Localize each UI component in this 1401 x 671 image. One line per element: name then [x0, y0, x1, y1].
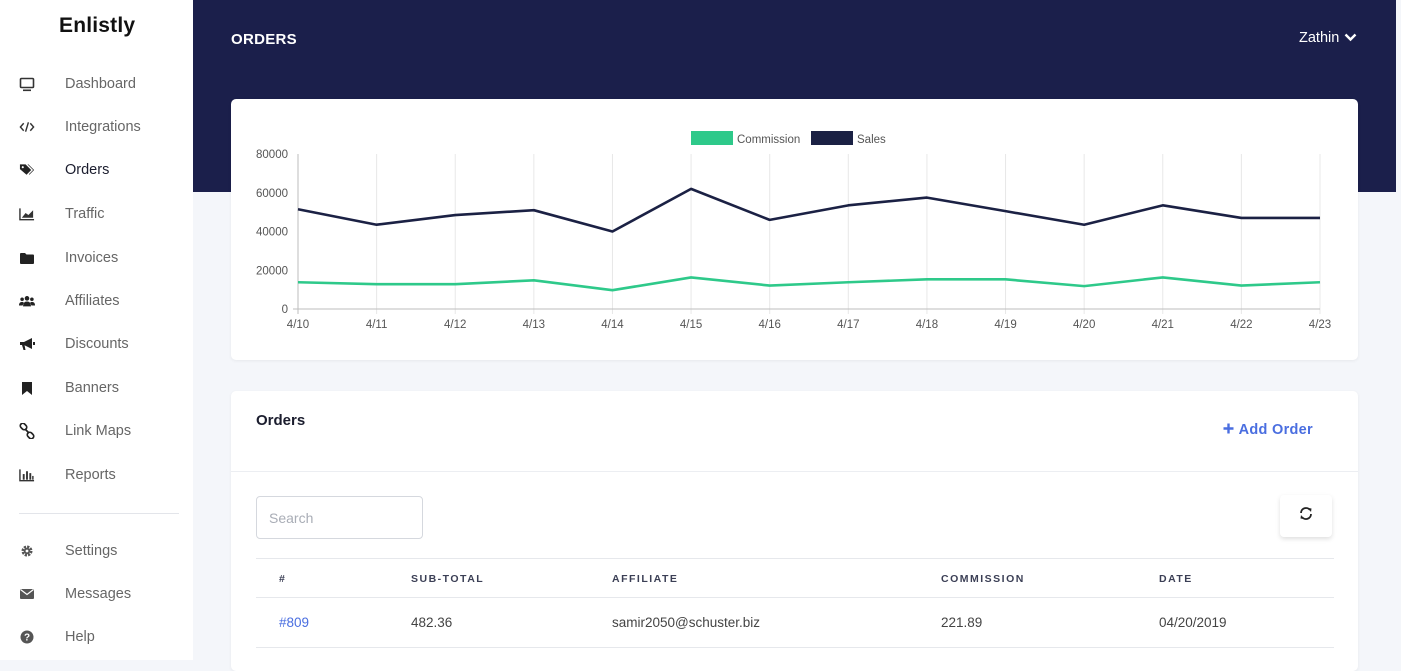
table-row[interactable]: #809 482.36 samir2050@schuster.biz 221.8…: [256, 598, 1334, 648]
card-divider: [231, 471, 1358, 472]
chart-x-tick-label: 4/22: [1230, 319, 1252, 331]
sidebar-item-label: Affiliates: [65, 293, 120, 309]
help-circle-icon: ?: [19, 629, 35, 645]
column-header-subtotal[interactable]: SUB-TOTAL: [411, 573, 485, 585]
svg-text:?: ?: [24, 633, 30, 644]
chart-y-tick-label: 20000: [256, 265, 288, 277]
sidebar-item-label: Traffic: [65, 206, 105, 222]
orders-line-chart: 0 20000 40000 60000 80000 4/10 4/11 4/12 4/13 4/1…: [256, 131, 1331, 331]
chart-y-tick-label: 80000: [256, 149, 288, 161]
sidebar-item-orders[interactable]: Orders: [0, 155, 193, 185]
refresh-icon: [1299, 507, 1313, 525]
sidebar-item-discounts[interactable]: Discounts: [0, 329, 193, 359]
chart-x-tick-label: 4/23: [1309, 319, 1331, 331]
column-header-date[interactable]: DATE: [1159, 573, 1193, 585]
chart-x-tick-label: 4/19: [994, 319, 1016, 331]
search-input[interactable]: [256, 496, 423, 539]
sidebar-item-label: Settings: [65, 543, 118, 559]
table-header: # SUB-TOTAL AFFILIATE COMMISSION DATE: [256, 558, 1334, 598]
sidebar-item-settings[interactable]: Settings: [0, 536, 193, 566]
order-id-link[interactable]: #809: [279, 615, 310, 630]
add-order-button[interactable]: Add Order: [1223, 422, 1313, 438]
order-affiliate: samir2050@schuster.biz: [612, 615, 761, 630]
gear-icon: [19, 543, 35, 559]
chart-x-tick-label: 4/13: [523, 319, 545, 331]
sidebar-item-label: Invoices: [65, 250, 119, 266]
code-icon: [19, 119, 35, 135]
chart-x-tick-label: 4/11: [366, 319, 388, 331]
sidebar-item-label: Banners: [65, 380, 120, 396]
legend-swatch-commission: [691, 131, 733, 145]
brand-logo[interactable]: Enlistly: [59, 14, 136, 37]
envelope-icon: [19, 586, 35, 602]
sidebar-item-label: Reports: [65, 467, 116, 483]
sidebar: Enlistly Dashboard Integrations Orders T…: [0, 0, 193, 660]
column-header-id[interactable]: #: [279, 573, 287, 585]
chart-x-tick-label: 4/21: [1152, 319, 1174, 331]
chart-x-tick-label: 4/10: [287, 319, 309, 331]
sidebar-item-help[interactable]: ? Help: [0, 622, 193, 652]
chart-x-tick-label: 4/17: [837, 319, 859, 331]
area-chart-icon: [19, 206, 35, 222]
legend-label-commission: Commission: [737, 134, 800, 146]
chart-x-tick-label: 4/18: [916, 319, 938, 331]
bookmark-icon: [19, 380, 35, 396]
sidebar-item-link-maps[interactable]: Link Maps: [0, 416, 193, 446]
chart-x-tick-label: 4/20: [1073, 319, 1095, 331]
orders-card-title: Orders: [256, 412, 306, 429]
sidebar-item-invoices[interactable]: Invoices: [0, 243, 193, 273]
chart-y-tick-label: 60000: [256, 188, 288, 200]
chart-x-tick-label: 4/15: [680, 319, 702, 331]
sidebar-item-label: Orders: [65, 162, 110, 178]
refresh-button[interactable]: [1280, 495, 1332, 537]
chart-y-tick-label: 0: [282, 304, 288, 316]
column-header-commission[interactable]: COMMISSION: [941, 573, 1025, 585]
link-icon: [19, 423, 35, 439]
orders-table-card: Orders Add Order # SUB-TOTAL AFFILIATE C…: [231, 391, 1358, 671]
chart-series-line-commission: [297, 276, 1321, 292]
order-subtotal: 482.36: [411, 615, 453, 630]
order-commission: 221.89: [941, 615, 983, 630]
chart-x-tick-label: 4/16: [758, 319, 780, 331]
chart-y-tick-label: 40000: [256, 227, 288, 239]
sidebar-item-dashboard[interactable]: Dashboard: [0, 69, 193, 99]
sidebar-item-affiliates[interactable]: Affiliates: [0, 286, 193, 316]
sidebar-item-banners[interactable]: Banners: [0, 373, 193, 403]
sidebar-item-label: Link Maps: [65, 423, 132, 439]
chart-series-line-sales: [297, 187, 1320, 233]
monitor-icon: [19, 76, 35, 92]
sidebar-item-label: Integrations: [65, 119, 141, 135]
tags-icon: [19, 162, 35, 178]
sidebar-item-traffic[interactable]: Traffic: [0, 199, 193, 229]
users-icon: [19, 293, 35, 309]
sidebar-item-messages[interactable]: Messages: [0, 579, 193, 609]
sidebar-item-integrations[interactable]: Integrations: [0, 112, 193, 142]
chart-x-tick-label: 4/14: [601, 319, 624, 331]
add-order-label: Add Order: [1238, 422, 1313, 438]
column-header-affiliate[interactable]: AFFILIATE: [612, 573, 679, 585]
sidebar-item-reports[interactable]: Reports: [0, 460, 193, 490]
bullhorn-icon: [19, 336, 35, 352]
sidebar-item-label: Messages: [65, 586, 132, 602]
user-menu[interactable]: Zathin: [1299, 30, 1357, 46]
sidebar-item-label: Dashboard: [65, 76, 136, 92]
legend-swatch-sales: [811, 131, 853, 145]
orders-chart-card: 0 20000 40000 60000 80000 4/10 4/11 4/12 4/13 4/1…: [231, 99, 1358, 360]
chevron-down-icon: [1344, 30, 1357, 46]
chart-x-tick-label: 4/12: [444, 319, 466, 331]
legend-label-sales: Sales: [857, 134, 886, 146]
order-date: 04/20/2019: [1159, 615, 1227, 630]
page-title: ORDERS: [231, 31, 297, 48]
folder-icon: [19, 250, 35, 266]
bar-chart-icon: [19, 467, 35, 483]
user-name: Zathin: [1299, 30, 1340, 46]
sidebar-item-label: Help: [65, 629, 95, 645]
sidebar-divider: [19, 513, 179, 514]
plus-icon: [1223, 422, 1234, 438]
sidebar-item-label: Discounts: [65, 336, 129, 352]
